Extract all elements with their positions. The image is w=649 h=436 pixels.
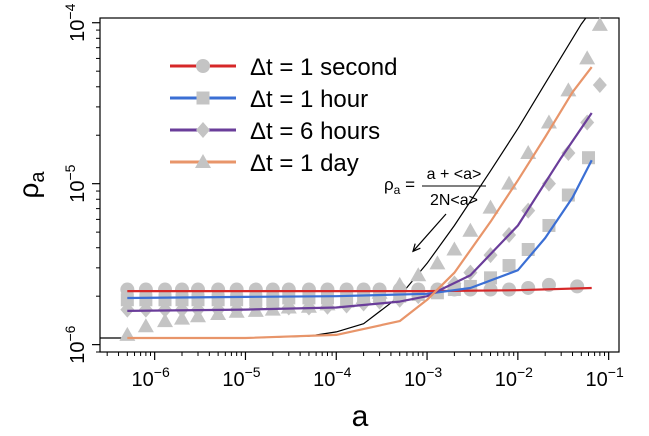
formula-lhs-main: ρ — [384, 175, 394, 194]
data-point-triangle — [482, 199, 499, 214]
data-point-square — [302, 291, 316, 305]
plot-area — [99, 16, 620, 353]
data-point-diamond — [592, 77, 607, 94]
formula-annotation: ρa = a + <a> 2N<a> — [384, 166, 486, 253]
fit-lines-layer — [127, 66, 593, 340]
data-point-triangle — [391, 276, 408, 291]
data-point-square — [139, 293, 153, 307]
legend-label: Δt = 1 hour — [250, 86, 368, 113]
y-axis-label: ρa — [13, 171, 49, 199]
x-tick-label: 10−5 — [222, 364, 260, 391]
data-point-circle — [120, 282, 135, 297]
data-point-circle — [158, 282, 173, 297]
data-point-triangle — [410, 267, 427, 282]
fit-line — [127, 286, 592, 293]
data-point-circle — [570, 279, 585, 294]
formula-arrowhead — [412, 243, 421, 253]
data-point-square — [282, 291, 296, 305]
fit-line — [127, 159, 593, 300]
legend-marker-diamond — [196, 122, 210, 138]
y-tick-label: 10−5 — [62, 164, 89, 202]
formula-lhs: ρa = — [384, 175, 415, 197]
data-point-triangle — [520, 145, 537, 160]
data-point-circle — [190, 282, 205, 297]
formula-denominator: 2N<a> — [430, 192, 478, 209]
y-tick-label: 10−6 — [62, 325, 89, 363]
legend-label: Δt = 6 hours — [250, 118, 380, 145]
data-point-triangle — [462, 222, 479, 237]
data-point-circle — [248, 282, 263, 297]
data-point-circle — [521, 280, 536, 295]
data-point-diamond — [392, 291, 407, 308]
plot-frame — [99, 17, 620, 353]
data-point-diamond — [580, 114, 595, 131]
legend-marker-square — [196, 91, 210, 105]
data-point-triangle — [591, 16, 608, 31]
formula-lhs-sub: a — [394, 183, 401, 197]
data-point-diamond — [541, 175, 556, 192]
legend-label: Δt = 1 second — [250, 54, 397, 81]
legend-marker-circle — [196, 59, 210, 73]
data-point-square — [502, 259, 516, 273]
formula-arrow — [412, 213, 447, 252]
data-point-triangle — [189, 308, 206, 323]
data-point-triangle — [338, 293, 355, 308]
data-point-triangle — [280, 299, 297, 314]
y-axis: 10−6 10−5 10−4 — [62, 3, 100, 364]
data-point-circle — [211, 282, 226, 297]
data-point-triangle — [355, 289, 372, 304]
fit-line — [127, 66, 593, 340]
data-point-circle — [138, 282, 153, 297]
y-tick-label: 10−4 — [62, 3, 89, 41]
legend: Δt = 1 second Δt = 1 hour Δt = 6 hours Δt =… — [170, 54, 397, 177]
data-point-triangle — [501, 175, 518, 190]
x-tick-label: 10−1 — [586, 364, 624, 391]
fit-line — [127, 112, 593, 312]
data-point-triangle — [173, 310, 190, 325]
data-point-triangle — [137, 318, 154, 333]
x-axis: 10−6 10−5 10−4 10−3 10−2 10−1 — [106, 352, 624, 391]
data-point-triangle — [210, 306, 227, 321]
x-tick-label: 10−4 — [313, 364, 351, 391]
svg-text:10−5: 10−5 — [62, 164, 89, 202]
data-point-triangle — [579, 50, 596, 65]
data-point-triangle — [157, 313, 174, 328]
legend-marker-triangle — [195, 154, 211, 168]
svg-text:10−4: 10−4 — [62, 3, 89, 41]
y-axis-label-main: ρ — [13, 183, 44, 199]
legend-label: Δt = 1 day — [250, 150, 359, 177]
x-tick-label: 10−6 — [132, 364, 170, 391]
x-tick-label: 10−3 — [404, 364, 442, 391]
data-point-triangle — [429, 255, 446, 270]
data-point-diamond — [120, 301, 135, 318]
data-point-square — [582, 151, 596, 165]
data-point-circle — [265, 282, 280, 297]
data-point-circle — [229, 282, 244, 297]
data-point-circle — [174, 282, 189, 297]
y-axis-label-sub: a — [27, 171, 49, 183]
data-point-diamond — [561, 145, 576, 162]
svg-text:ρa: ρa — [13, 171, 49, 199]
x-axis-label: a — [352, 400, 369, 431]
formula-numerator: a + <a> — [427, 166, 482, 183]
x-tick-label: 10−2 — [495, 364, 533, 391]
svg-text:10−6: 10−6 — [62, 325, 89, 363]
data-point-square — [120, 293, 134, 307]
data-point-triangle — [446, 241, 463, 256]
